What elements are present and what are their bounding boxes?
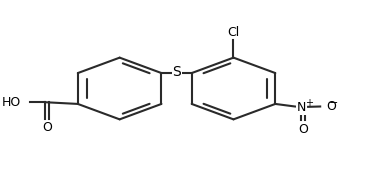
Text: S: S xyxy=(172,65,181,79)
Text: Cl: Cl xyxy=(227,26,240,39)
Text: HO: HO xyxy=(2,96,21,109)
Text: −: − xyxy=(329,98,339,108)
Text: O: O xyxy=(326,100,336,113)
Text: +: + xyxy=(305,98,313,108)
Text: O: O xyxy=(298,123,308,136)
Text: O: O xyxy=(42,121,52,134)
Text: N: N xyxy=(297,101,306,114)
